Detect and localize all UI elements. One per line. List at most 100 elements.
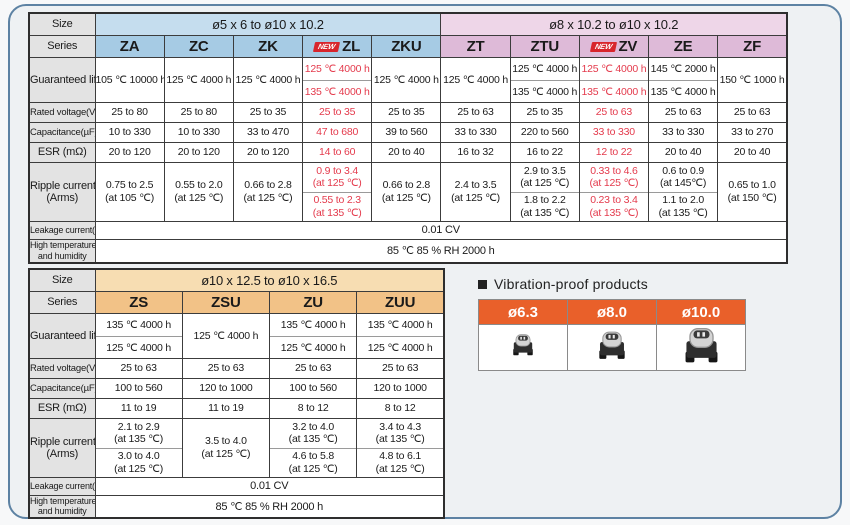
series-header-ze: ZE xyxy=(647,34,719,58)
cell-esr-zt: 16 to 32 xyxy=(440,141,511,163)
cell-voltage-zu: 25 to 63 xyxy=(268,357,358,379)
series-header-zf: ZF xyxy=(717,34,788,58)
series-name: ZV xyxy=(618,37,638,55)
cell-esr-zsu: 11 to 19 xyxy=(181,397,271,419)
series-header-zku: ZKU xyxy=(371,34,442,58)
cell-ripple-zuu: 3.4 to 4.3 (at 135 ℃) 4.8 to 6.1 (at 125 ℃… xyxy=(356,417,445,478)
row-label-life: Guaranteed life xyxy=(28,56,96,103)
row-label-voltage: Rated voltage(V) xyxy=(28,101,96,123)
capacitor-icon xyxy=(599,331,625,359)
cell-hightemp-all: 85 ℃ 85 % RH 2000 h xyxy=(94,238,788,264)
row-label-esr: ESR (mΩ) xyxy=(28,397,96,419)
series-header-zk: ZK xyxy=(232,34,304,58)
cell-esr-zuu: 8 to 12 xyxy=(356,397,445,419)
cell-voltage-zuu: 25 to 63 xyxy=(356,357,445,379)
capacitor-photo-10-0 xyxy=(656,324,746,371)
cell-life-zv: 125 ℃ 4000 h 135 ℃ 4000 h xyxy=(578,56,650,103)
cell-voltage-zc: 25 to 80 xyxy=(163,101,234,123)
cell-ripple-zs: 2.1 to 2.9 (at 135 ℃) 3.0 to 4.0 (at 125 ℃… xyxy=(94,417,183,478)
vibration-size-10-0: ø10.0 xyxy=(656,299,746,325)
row-label-hightemp: High temperature and humidity xyxy=(28,238,96,264)
size-group-blue: ø5 x 6 to ø10 x 10.2 xyxy=(94,12,442,36)
series-header-za: ZA xyxy=(94,34,165,58)
cell-voltage-zf: 25 to 63 xyxy=(717,101,788,123)
cell-cap-ztu: 220 to 560 xyxy=(509,121,580,143)
cell-hightemp-all: 85 ℃ 85 % RH 2000 h xyxy=(94,494,445,519)
vibration-proof-section: Vibration-proof products ø6.3 ø8.0 ø10.0 xyxy=(478,276,746,371)
capacitor-photo-8-0 xyxy=(567,324,657,371)
row-label-series: Series xyxy=(28,34,96,58)
capacitor-icon xyxy=(513,334,533,356)
cell-cap-zk: 33 to 470 xyxy=(232,121,304,143)
cell-esr-zku: 20 to 40 xyxy=(371,141,442,163)
cell-esr-zs: 11 to 19 xyxy=(94,397,183,419)
cell-life-zf: 150 ℃ 1000 h xyxy=(717,56,788,103)
cell-voltage-zsu: 25 to 63 xyxy=(181,357,271,379)
vibration-table: ø6.3 ø8.0 ø10.0 xyxy=(478,299,746,371)
cell-leakage-all: 0.01 CV xyxy=(94,476,445,496)
row-label-life: Guaranteed life xyxy=(28,312,96,359)
cell-ripple-zc: 0.55 to 2.0 (at 125 ℃) xyxy=(163,161,234,222)
cell-life-zt: 125 ℃ 4000 h xyxy=(440,56,511,103)
cell-life-zk: 125 ℃ 4000 h xyxy=(232,56,304,103)
series-header-zu: ZU xyxy=(268,290,358,314)
cell-cap-zl: 47 to 680 xyxy=(302,121,373,143)
cell-ripple-ze: 0.6 to 0.9 (at 145℃) 1.1 to 2.0 (at 135 ℃) xyxy=(647,161,719,222)
cell-esr-zk: 20 to 120 xyxy=(232,141,304,163)
size-group-tan: ø10 x 12.5 to ø10 x 16.5 xyxy=(94,268,445,292)
row-label-size: Size xyxy=(28,268,96,292)
cell-esr-zc: 20 to 120 xyxy=(163,141,234,163)
cell-cap-zsu: 120 to 1000 xyxy=(181,377,271,399)
series-header-zt: ZT xyxy=(440,34,511,58)
row-label-series: Series xyxy=(28,290,96,314)
cell-leakage-all: 0.01 CV xyxy=(94,220,788,240)
cell-voltage-zl: 25 to 35 xyxy=(302,101,373,123)
cell-cap-zku: 39 to 560 xyxy=(371,121,442,143)
size-group-pink: ø8 x 10.2 to ø10 x 10.2 xyxy=(440,12,788,36)
cell-ripple-ztu: 2.9 to 3.5 (at 125 ℃) 1.8 to 2.2 (at 135 ℃… xyxy=(509,161,580,222)
cell-voltage-za: 25 to 80 xyxy=(94,101,165,123)
new-badge-icon: NEW xyxy=(589,41,617,52)
cell-life-zl: 125 ℃ 4000 h 135 ℃ 4000 h xyxy=(302,56,373,103)
cell-cap-zv: 33 to 330 xyxy=(578,121,650,143)
row-label-capacitance: Capacitance(µF) xyxy=(28,121,96,143)
cell-esr-zu: 8 to 12 xyxy=(268,397,358,419)
cell-cap-ze: 33 to 330 xyxy=(647,121,719,143)
cell-ripple-zf: 0.65 to 1.0 (at 150 ℃) xyxy=(717,161,788,222)
spec-table-large-sizes: Size ø10 x 12.5 to ø10 x 16.5 Series ZS … xyxy=(28,268,445,519)
series-header-zc: ZC xyxy=(163,34,234,58)
cell-voltage-zt: 25 to 63 xyxy=(440,101,511,123)
cell-voltage-zs: 25 to 63 xyxy=(94,357,183,379)
row-label-leakage: Leakage current(µA) xyxy=(28,220,96,240)
cell-cap-zu: 100 to 560 xyxy=(268,377,358,399)
cell-voltage-zk: 25 to 35 xyxy=(232,101,304,123)
cell-ripple-zv: 0.33 to 4.6 (at 125 ℃) 0.23 to 3.4 (at 135… xyxy=(578,161,650,222)
capacitor-photo-6-3 xyxy=(478,324,568,371)
vibration-title: Vibration-proof products xyxy=(478,276,746,292)
series-header-zv: NEW ZV xyxy=(578,34,650,58)
capacitor-icon xyxy=(685,327,717,362)
cell-cap-zf: 33 to 270 xyxy=(717,121,788,143)
row-label-ripple: Ripple current (Arms) xyxy=(28,161,96,222)
vibration-title-text: Vibration-proof products xyxy=(494,276,648,292)
series-header-zsu: ZSU xyxy=(181,290,271,314)
cell-life-zuu: 135 ℃ 4000 h 125 ℃ 4000 h xyxy=(356,312,445,359)
cell-life-ztu: 125 ℃ 4000 h 135 ℃ 4000 h xyxy=(509,56,580,103)
cell-life-zs: 135 ℃ 4000 h 125 ℃ 4000 h xyxy=(94,312,183,359)
series-header-zs: ZS xyxy=(94,290,183,314)
cell-ripple-zk: 0.66 to 2.8 (at 125 ℃) xyxy=(232,161,304,222)
cell-esr-zv: 12 to 22 xyxy=(578,141,650,163)
cell-life-zu: 135 ℃ 4000 h 125 ℃ 4000 h xyxy=(268,312,358,359)
series-name: ZL xyxy=(342,37,361,55)
cell-life-zku: 125 ℃ 4000 h xyxy=(371,56,442,103)
cell-life-zc: 125 ℃ 4000 h xyxy=(163,56,234,103)
cell-cap-zs: 100 to 560 xyxy=(94,377,183,399)
row-label-voltage: Rated voltage(V) xyxy=(28,357,96,379)
row-label-capacitance: Capacitance(µF) xyxy=(28,377,96,399)
bullet-square-icon xyxy=(478,280,487,289)
spec-table-small-sizes: Size ø5 x 6 to ø10 x 10.2 ø8 x 10.2 to ø… xyxy=(28,12,788,264)
cell-ripple-zsu: 3.5 to 4.0 (at 125 ℃) xyxy=(181,417,271,478)
cell-ripple-zku: 0.66 to 2.8 (at 125 ℃) xyxy=(371,161,442,222)
series-header-zl: NEW ZL xyxy=(302,34,373,58)
cell-ripple-zt: 2.4 to 3.5 (at 125 ℃) xyxy=(440,161,511,222)
